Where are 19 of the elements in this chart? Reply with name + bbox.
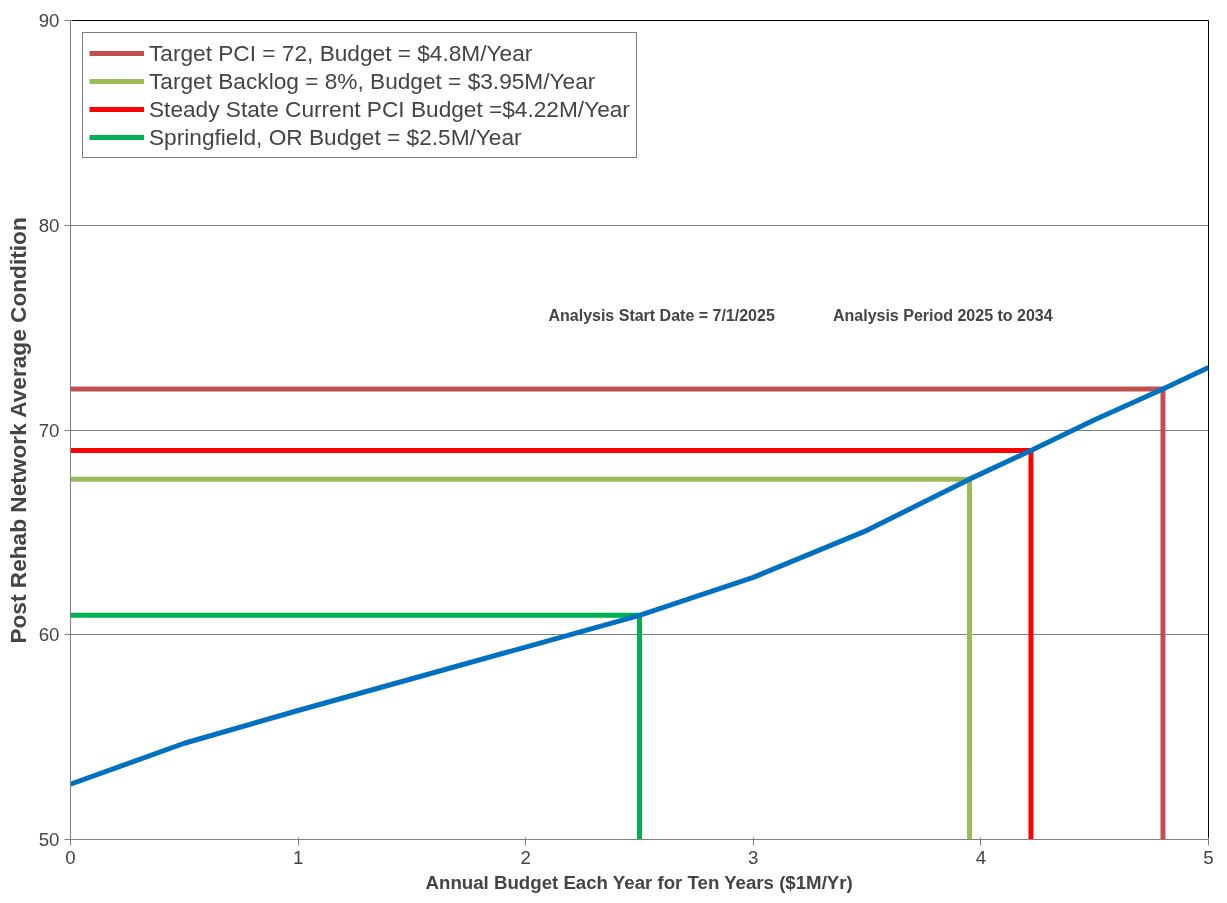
legend-label: Steady State Current PCI Budget =$4.22M/Year [149,95,630,123]
y-tick-label: 60 [38,624,60,646]
y-tick-label: 70 [38,419,60,441]
x-tick-label: 0 [65,846,76,868]
x-tick-label: 4 [975,846,987,868]
x-tick-label: 3 [748,846,759,868]
legend-label: Target Backlog = 8%, Budget = $3.95M/Year [149,67,596,95]
x-tick-label: 5 [1203,846,1214,868]
y-tick-label: 90 [38,10,60,31]
y-axis-title: Post Rehab Network Average Condition [4,217,31,644]
x-tick-label: 2 [520,846,531,868]
annotation: Analysis Start Date = 7/1/2025 [548,306,775,324]
annotation: Analysis Period 2025 to 2034 [832,306,1053,324]
x-tick-label: 1 [292,846,304,868]
y-tick-label: 80 [38,214,60,236]
legend-label: Target PCI = 72, Budget = $4.8M/Year [149,39,533,67]
legend-label: Springfield, OR Budget = $2.5M/Year [149,123,522,151]
x-axis-title: Annual Budget Each Year for Ten Years ($1M/Yr) [425,871,853,893]
y-tick-label: 50 [38,829,60,850]
